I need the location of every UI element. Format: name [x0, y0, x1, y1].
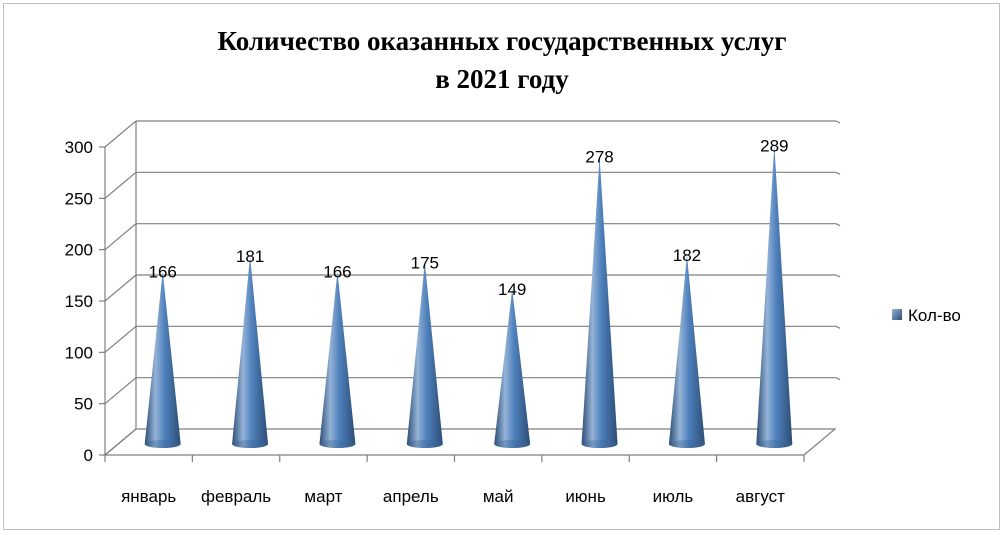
- category-label-3: апрель: [383, 487, 439, 506]
- chart-frame: Количество оказанных государственных усл…: [3, 3, 1000, 530]
- cone-7: [756, 145, 793, 448]
- cone-4: [494, 289, 531, 448]
- cone-body-5: [581, 156, 618, 448]
- category-label-7: август: [736, 487, 785, 506]
- ytick-label-100: 100: [65, 343, 93, 362]
- data-label-7: 289: [760, 136, 788, 155]
- chart-title-line1: Количество оказанных государственных усл…: [218, 26, 787, 56]
- gridline-end-250: [835, 171, 841, 175]
- gridline-end-200: [835, 223, 841, 227]
- category-label-4: май: [483, 487, 514, 506]
- gridline-end-300: [835, 120, 841, 124]
- side-gridline-300: [104, 120, 137, 148]
- cone-base-3: [406, 440, 443, 448]
- ytick-label-200: 200: [65, 241, 93, 260]
- category-label-6: июль: [653, 487, 694, 506]
- data-label-5: 278: [585, 148, 613, 167]
- x-axis-categories: январь февраль март апрель май июнь июль август: [121, 487, 785, 506]
- data-label-2: 166: [323, 263, 351, 282]
- data-label-4: 149: [498, 280, 526, 299]
- cone-base-2: [319, 440, 356, 448]
- side-gridline-200: [104, 223, 137, 251]
- cone-6: [668, 255, 705, 448]
- chart-svg: Количество оказанных государственных усл…: [65, 26, 961, 506]
- gridline-end-50: [835, 377, 841, 381]
- data-labels: 166 181 166 175 149 278 182 289: [149, 136, 789, 299]
- data-label-1: 181: [236, 247, 264, 266]
- ytick-label-50: 50: [74, 395, 93, 414]
- grid-layer: [99, 120, 841, 462]
- ytick-label-0: 0: [84, 446, 93, 465]
- cone-2: [319, 271, 356, 448]
- ytick-label-300: 300: [65, 138, 93, 157]
- cone-5: [581, 156, 618, 448]
- category-label-5: июнь: [565, 487, 606, 506]
- cone-body-1: [232, 256, 269, 448]
- cone-body-3: [406, 262, 443, 448]
- legend-label: Кол-во: [908, 306, 961, 325]
- cone-body-2: [319, 271, 356, 448]
- chart-floor: [103, 428, 837, 456]
- chart-title-line2: в 2021 году: [435, 64, 569, 94]
- cone-body-7: [756, 145, 793, 448]
- cone-body-0: [144, 271, 181, 448]
- cone-1: [232, 256, 269, 448]
- category-label-0: январь: [121, 487, 176, 506]
- legend-swatch: [892, 309, 902, 320]
- cone-base-5: [581, 440, 618, 448]
- side-gridline-250: [104, 171, 137, 199]
- legend: Кол-во: [892, 306, 961, 325]
- cone-base-4: [494, 440, 531, 448]
- y-axis-ticks: 0 50 100 150 200 250 300: [65, 138, 93, 465]
- cone-body-4: [494, 289, 531, 448]
- cone-base-1: [232, 440, 269, 448]
- cone-base-0: [144, 440, 181, 448]
- category-label-2: март: [304, 487, 342, 506]
- cone-base-6: [668, 440, 705, 448]
- side-gridline-50: [104, 377, 137, 405]
- cone-0: [144, 271, 181, 448]
- side-gridline-150: [104, 274, 137, 302]
- data-label-0: 166: [149, 263, 177, 282]
- cone-3: [406, 262, 443, 448]
- gridline-end-150: [835, 274, 841, 278]
- data-label-6: 182: [673, 246, 701, 265]
- data-cones: [144, 145, 793, 448]
- cone-base-7: [756, 440, 793, 448]
- category-label-1: февраль: [201, 487, 271, 506]
- side-gridline-100: [104, 325, 137, 353]
- cone-body-6: [668, 255, 705, 448]
- gridline-end-100: [835, 325, 841, 329]
- ytick-label-150: 150: [65, 292, 93, 311]
- ytick-label-250: 250: [65, 189, 93, 208]
- data-label-3: 175: [411, 253, 439, 272]
